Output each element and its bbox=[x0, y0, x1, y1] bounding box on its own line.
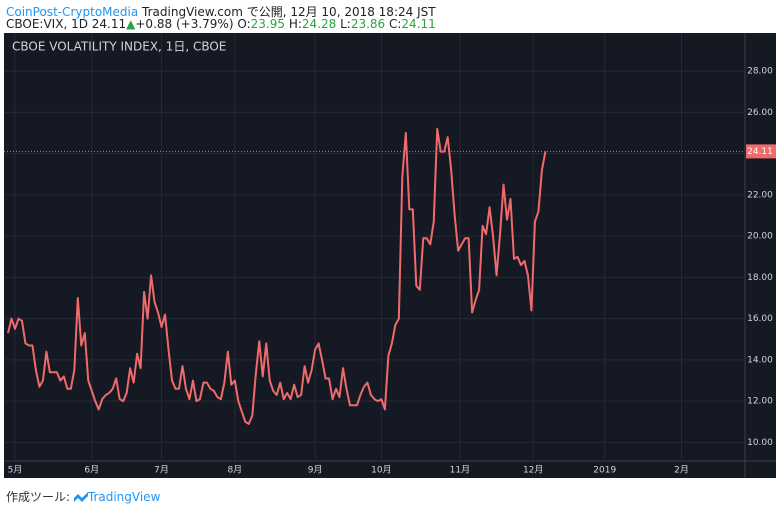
y-tick-label: 20.00 bbox=[747, 232, 773, 242]
x-tick-label: 6月 bbox=[84, 465, 99, 476]
x-tick-label: 11月 bbox=[450, 465, 470, 476]
change: +0.88 (+3.79%) bbox=[135, 17, 234, 31]
y-tick-label: 12.00 bbox=[747, 397, 773, 407]
y-tick-label: 18.00 bbox=[747, 273, 773, 283]
x-tick-label: 8月 bbox=[227, 465, 242, 476]
o-label: O: bbox=[237, 17, 251, 31]
ticker-line: CBOE:VIX, 1D 24.11▲+0.88 (+3.79%) O:23.9… bbox=[6, 17, 436, 31]
x-tick-label: 5月 bbox=[8, 465, 23, 476]
brand-icon bbox=[73, 492, 88, 502]
last-price-label: 24.11 bbox=[747, 147, 773, 157]
x-tick-label: 2019 bbox=[593, 466, 616, 476]
l: 23.86 bbox=[350, 17, 386, 31]
x-tick-label: 10月 bbox=[371, 465, 391, 476]
y-tick-label: 10.00 bbox=[747, 438, 773, 448]
price-line bbox=[7, 127, 547, 425]
y-tick-label: 22.00 bbox=[747, 190, 773, 200]
chart: CBOE VOLATILITY INDEX, 1日, CBOE 10.00 12.… bbox=[4, 33, 776, 478]
h-label: H: bbox=[288, 17, 302, 31]
o: 23.95 bbox=[250, 17, 285, 31]
published: TradingView.com で公開, 12月 10, 2018 18:24 … bbox=[142, 5, 436, 19]
y-tick-label: 28.00 bbox=[747, 67, 773, 77]
source-link[interactable]: CoinPost-CryptoMedia bbox=[6, 5, 139, 19]
symbol: CBOE:VIX, 1D bbox=[6, 17, 88, 31]
c: 24.11 bbox=[401, 17, 436, 31]
y-tick-label: 14.00 bbox=[747, 355, 773, 365]
y-tick-label: 16.00 bbox=[747, 314, 773, 324]
chart-title: CBOE VOLATILITY INDEX, 1日, CBOE bbox=[12, 40, 226, 54]
l-label: L: bbox=[340, 17, 351, 31]
chart-background bbox=[4, 33, 776, 478]
y-tick-label: 26.00 bbox=[747, 108, 773, 118]
x-tick-label: 7月 bbox=[154, 465, 169, 476]
brand: TradingView bbox=[87, 490, 161, 504]
c-label: C: bbox=[389, 17, 402, 31]
x-tick-label: 9月 bbox=[308, 465, 323, 476]
x-tick-label: 12月 bbox=[523, 465, 543, 476]
last: 24.11 bbox=[91, 17, 127, 31]
h: 24.28 bbox=[301, 17, 337, 31]
publish-line: CoinPost-CryptoMedia TradingView.com で公開… bbox=[6, 3, 436, 20]
footer: 作成ツール: TradingView bbox=[6, 488, 160, 505]
arrow: ▲ bbox=[126, 17, 136, 31]
footer-label: 作成ツール: bbox=[6, 490, 71, 504]
brand-link[interactable]: TradingView bbox=[73, 490, 161, 504]
last-price-box bbox=[746, 144, 776, 159]
x-tick-label: 2月 bbox=[674, 465, 689, 476]
